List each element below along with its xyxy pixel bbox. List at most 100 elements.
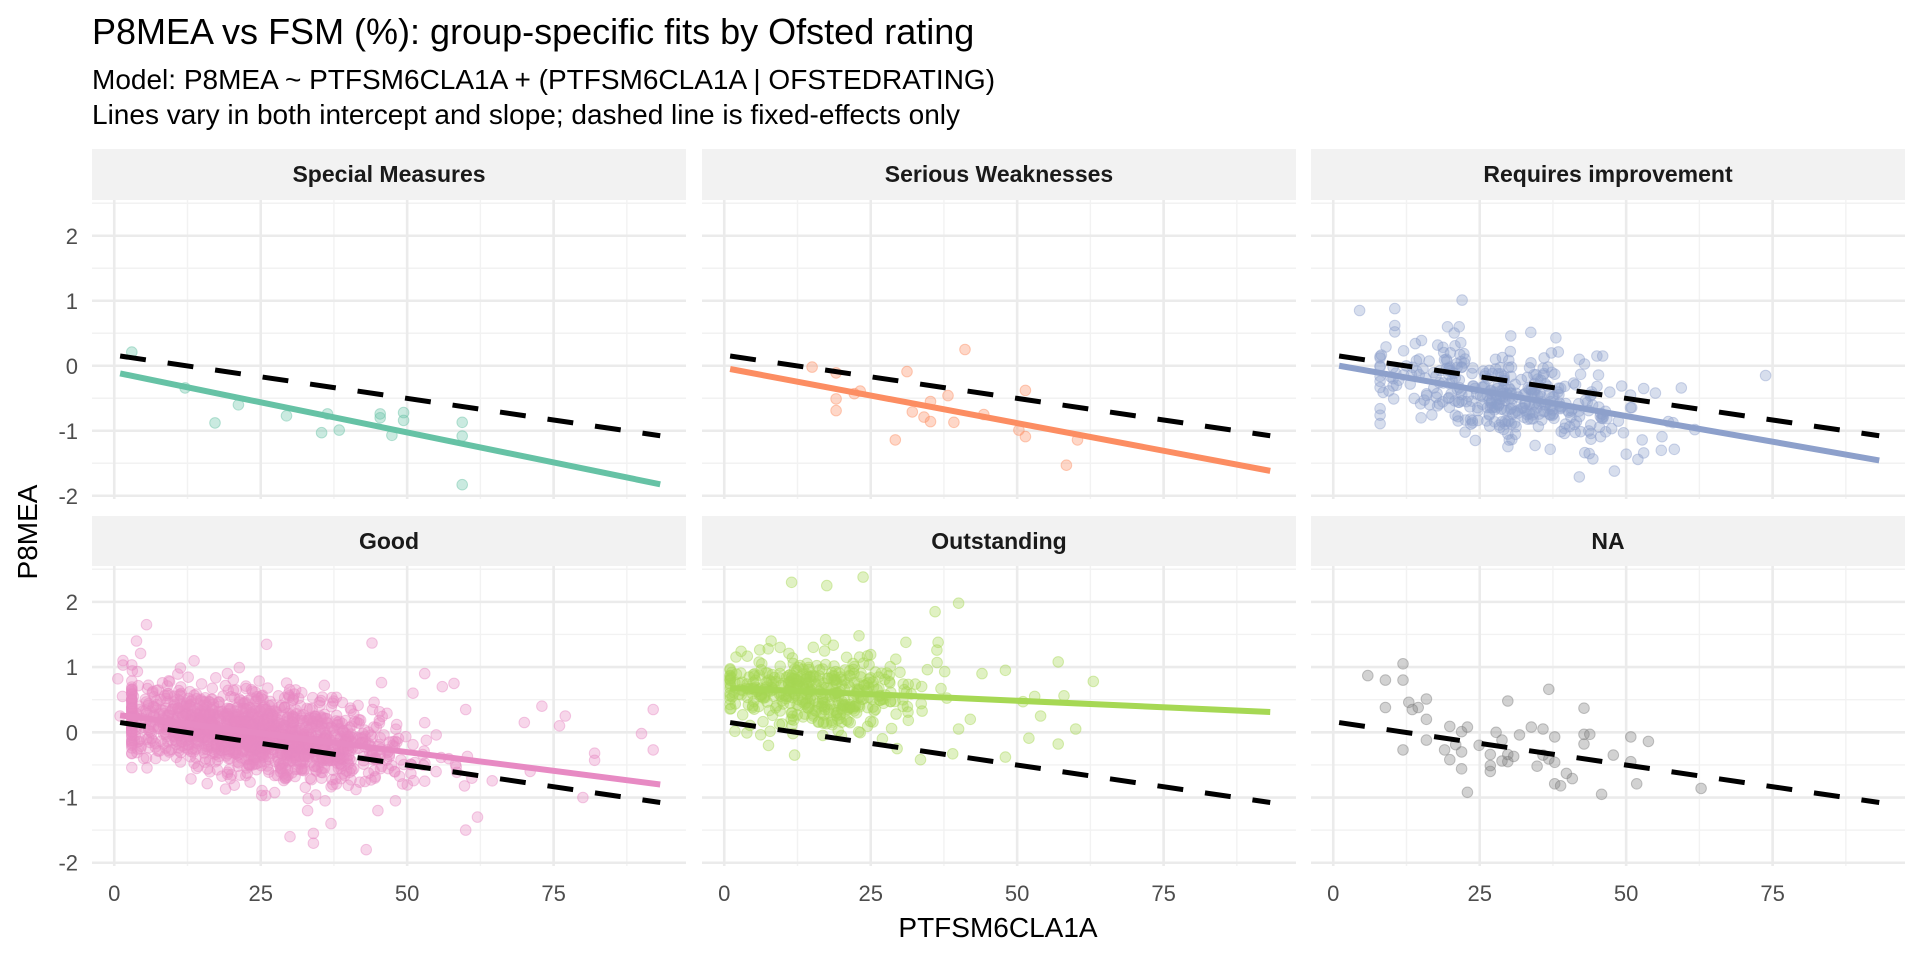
data-point [148,700,160,713]
data-point [147,735,159,747]
data-point [316,762,328,774]
data-point [185,745,197,758]
data-point [1459,353,1471,365]
data-point [157,738,170,750]
data-point [1513,729,1526,741]
data-point [180,708,193,721]
data-point [249,702,261,714]
data-point [360,843,373,856]
data-point [976,667,988,680]
data-point [259,755,272,768]
data-point [1467,362,1479,374]
data-point [173,745,185,757]
data-point [117,659,129,671]
data-point [1517,402,1530,414]
data-point [1408,392,1420,405]
data-point [250,763,263,776]
facet-strip-label: Requires improvement [1483,161,1733,187]
y-tick-label: -2 [58,851,78,876]
data-point [275,763,287,775]
data-point [263,699,275,712]
data-point [382,762,395,775]
data-point [1034,710,1047,722]
data-point [1632,453,1644,466]
data-point [261,760,274,772]
data-point [290,708,303,720]
data-point [287,719,299,732]
data-point [1493,419,1506,431]
data-point [335,758,347,771]
data-point [1374,402,1386,415]
data-point [1452,415,1464,427]
data-point [1525,326,1537,339]
data-point [209,756,222,768]
data-point [255,692,267,704]
data-point [279,772,292,784]
data-point [1625,731,1637,743]
chart-subtitle-line-1: Model: P8MEA ~ PTFSM6CLA1A + (PTFSM6CLA1… [92,64,995,95]
x-tick-label: 25 [248,881,272,906]
data-point [935,682,947,695]
data-point [140,618,153,631]
data-point [1466,395,1478,408]
data-point [1537,406,1550,418]
data-point [142,732,155,744]
fixed-effects-line [1338,353,1880,439]
data-point [741,727,753,739]
data-point [1452,410,1464,423]
data-point [310,719,323,732]
data-point [365,774,377,786]
data-point [1459,414,1472,426]
data-point [213,710,225,722]
data-point [559,710,572,722]
data-point [153,745,166,757]
data-point [259,703,271,716]
data-point [806,361,818,373]
data-point [260,703,273,716]
data-point [1492,399,1505,412]
data-point [215,706,227,718]
data-point [306,691,319,704]
data-point [459,824,472,836]
data-point [189,743,202,756]
data-point [172,668,184,680]
data-point [291,745,303,757]
data-point [132,736,145,748]
data-point [1417,363,1429,375]
data-point [1574,425,1587,438]
data-point [1438,744,1451,756]
data-point [1528,406,1540,419]
data-point [150,694,163,707]
data-point [220,750,233,762]
data-point [268,769,281,782]
x-tick-label: 50 [395,881,419,906]
data-point [1504,345,1517,358]
y-tick-label: 1 [66,655,78,680]
data-point [310,765,323,777]
data-point [298,757,310,769]
data-point [264,695,276,708]
data-point [1409,337,1422,350]
data-point [1593,421,1606,433]
data-point [222,684,234,697]
data-point [193,708,206,721]
data-point [133,700,145,712]
data-point [237,712,250,725]
data-point [235,752,247,764]
data-point [288,711,301,724]
data-point [1375,349,1388,361]
data-point [266,720,278,732]
data-point [1524,413,1537,425]
data-point [336,696,349,709]
data-point [333,715,346,728]
data-point [227,673,240,686]
data-point [1585,427,1597,440]
data-point [330,719,343,731]
data-point [1507,408,1519,421]
data-point [1420,713,1433,726]
data-point [283,748,296,760]
data-point [233,661,246,674]
data-point [163,675,175,687]
data-point [209,417,221,429]
data-point [1506,433,1518,446]
